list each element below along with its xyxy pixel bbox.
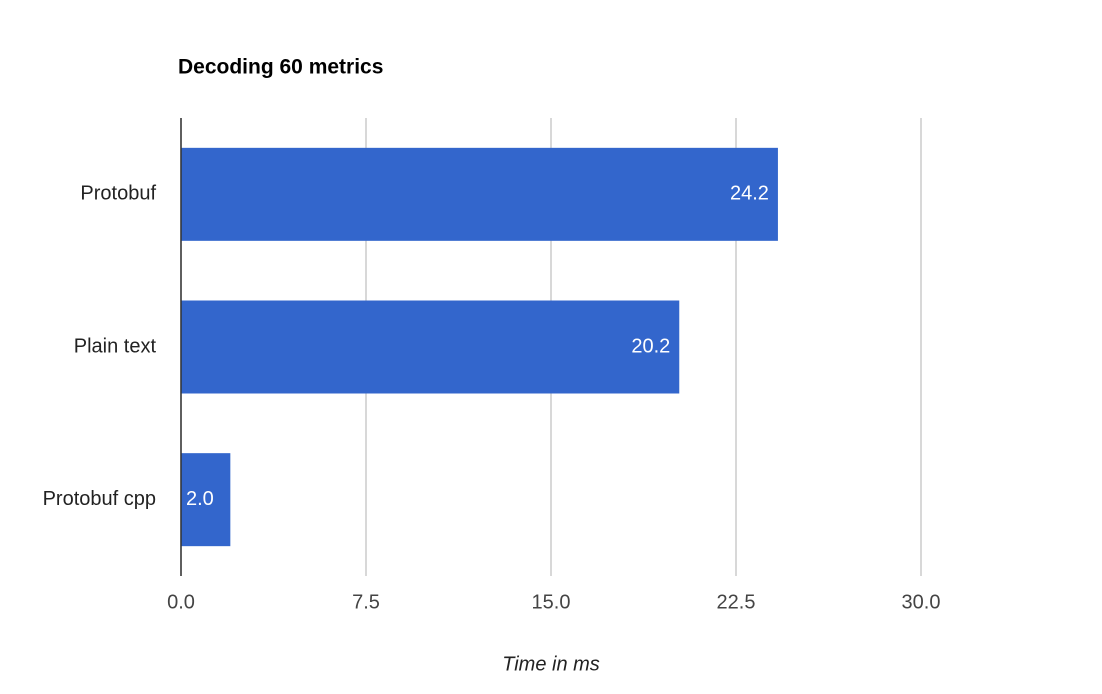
value-label: 20.2 — [631, 335, 670, 357]
y-tick-label: Protobuf — [80, 183, 156, 205]
bar — [181, 453, 231, 547]
x-axis-title: Time in ms — [502, 653, 600, 675]
x-tick-label: 30.0 — [902, 591, 941, 613]
x-tick-label: 22.5 — [717, 591, 756, 613]
bar — [181, 147, 778, 241]
bar — [181, 300, 680, 394]
x-tick-label: 7.5 — [352, 591, 380, 613]
chart-title: Decoding 60 metrics — [178, 56, 383, 79]
x-tick-label: 15.0 — [532, 591, 571, 613]
y-tick-label: Plain text — [74, 335, 157, 357]
x-tick-label: 0.0 — [167, 591, 195, 613]
y-tick-label: Protobuf cpp — [43, 488, 156, 510]
value-label: 2.0 — [186, 488, 214, 510]
value-label: 24.2 — [730, 183, 769, 205]
